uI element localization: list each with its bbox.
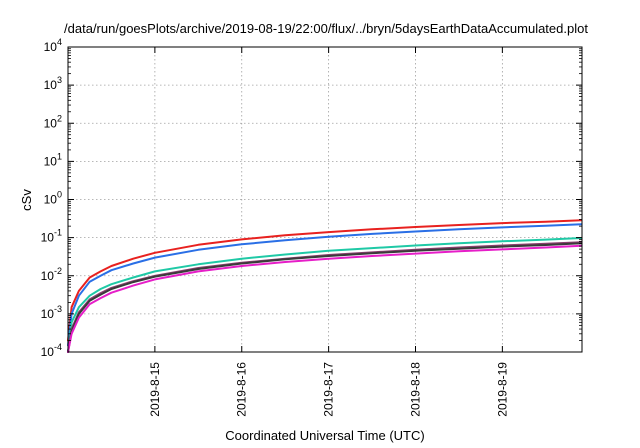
y-tick-label: 10-3 bbox=[41, 304, 62, 321]
y-tick-label: 100 bbox=[44, 190, 62, 207]
y-tick-label: 103 bbox=[44, 75, 62, 92]
y-tick-label: 10-1 bbox=[41, 228, 62, 245]
y-tick-labels: 10-4 10-3 10-2 10-1 100 101 102 103 104 bbox=[41, 37, 62, 359]
x-tick-labels: 2019-8-15 2019-8-16 2019-8-17 2019-8-18 2019… bbox=[148, 362, 509, 417]
x-tick-label: 2019-8-16 bbox=[235, 362, 249, 417]
chart-title: /data/run/goesPlots/archive/2019-08-19/2… bbox=[64, 21, 588, 36]
x-tick-label: 2019-8-19 bbox=[495, 362, 509, 417]
series-line-3 bbox=[67, 237, 583, 353]
y-tick-label: 104 bbox=[44, 37, 62, 54]
x-axis-label: Coordinated Universal Time (UTC) bbox=[225, 428, 424, 443]
series-line-2 bbox=[67, 223, 583, 347]
y-tick-label: 10-2 bbox=[41, 266, 62, 283]
series-line-1 bbox=[67, 219, 583, 342]
axis-ticks bbox=[68, 46, 582, 353]
series-line-6 bbox=[67, 244, 583, 353]
grid-lines bbox=[68, 47, 582, 352]
x-tick-label: 2019-8-15 bbox=[148, 362, 162, 417]
series-line-5 bbox=[67, 242, 583, 353]
y-tick-label: 102 bbox=[44, 113, 62, 130]
x-tick-label: 2019-8-18 bbox=[408, 362, 422, 417]
y-axis-label: cSv bbox=[19, 189, 34, 211]
y-tick-label: 10-4 bbox=[41, 342, 62, 359]
x-tick-label: 2019-8-17 bbox=[322, 362, 336, 417]
y-tick-label: 101 bbox=[44, 151, 62, 168]
series-lines bbox=[67, 219, 583, 353]
